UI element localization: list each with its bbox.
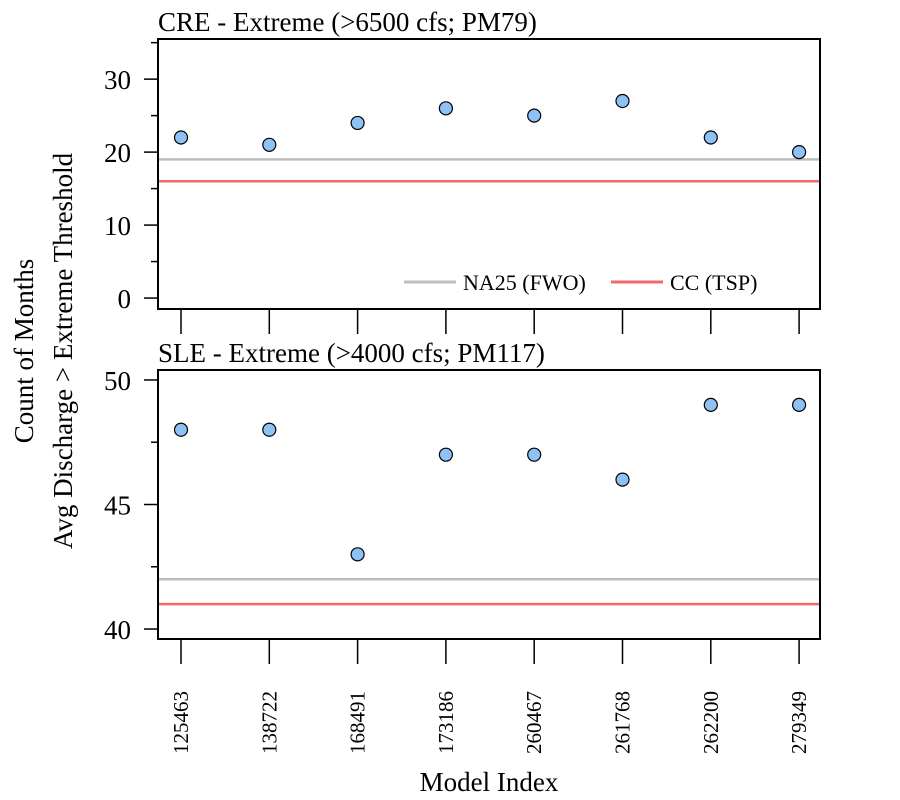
data-point bbox=[262, 137, 277, 152]
panel-sle-points bbox=[173, 397, 807, 562]
x-tick-label: 261768 bbox=[611, 691, 635, 754]
y-tick-label: 20 bbox=[104, 138, 131, 168]
data-point bbox=[173, 422, 189, 437]
x-tick-label: 173186 bbox=[434, 691, 458, 754]
data-point bbox=[350, 547, 365, 562]
panel-cre-points bbox=[173, 93, 807, 160]
x-axis-label: Model Index bbox=[420, 767, 559, 797]
data-point bbox=[527, 108, 542, 123]
y-tick-label: 10 bbox=[104, 211, 131, 241]
panel-cre-frame bbox=[157, 38, 821, 310]
legend: NA25 (FWO) CC (TSP) bbox=[404, 270, 757, 295]
data-point bbox=[615, 472, 630, 487]
panel-cre-x-axis bbox=[180, 309, 800, 334]
data-point bbox=[173, 130, 189, 145]
y-axis-label-line2: Avg Discharge > Extreme Threshold bbox=[48, 152, 78, 549]
legend-cc-label: CC (TSP) bbox=[670, 270, 757, 295]
y-tick-label: 0 bbox=[118, 284, 132, 314]
data-point bbox=[262, 422, 277, 437]
data-point bbox=[703, 397, 718, 412]
y-tick-label: 50 bbox=[104, 366, 131, 396]
data-point bbox=[438, 447, 453, 462]
x-tick-label: 260467 bbox=[522, 691, 546, 754]
panel-cre-reference-lines bbox=[159, 158, 819, 183]
y-tick-label: 45 bbox=[104, 491, 131, 521]
panel-cre: CRE - Extreme (>6500 cfs; PM79) 0102030 … bbox=[104, 7, 821, 334]
data-point bbox=[438, 101, 453, 116]
panel-sle-title: SLE - Extreme (>4000 cfs; PM117) bbox=[158, 338, 545, 368]
panel-sle-reference-lines bbox=[159, 577, 819, 606]
x-tick-label: 168491 bbox=[346, 691, 370, 754]
y-axis-label-line1: Count of Months bbox=[9, 259, 39, 444]
data-point bbox=[703, 130, 718, 145]
data-point bbox=[350, 115, 365, 131]
x-tick-label: 262200 bbox=[699, 691, 723, 754]
panel-cre-title: CRE - Extreme (>6500 cfs; PM79) bbox=[158, 7, 537, 37]
y-tick-label: 30 bbox=[104, 65, 131, 95]
x-tick-label: 279349 bbox=[787, 691, 811, 754]
data-point bbox=[791, 397, 807, 412]
panel-sle-frame bbox=[157, 369, 821, 640]
panel-sle-x-axis: 125463 138722 168491 173186 260467 261768 2622… bbox=[169, 639, 811, 754]
x-tick-label: 138722 bbox=[257, 691, 281, 754]
panel-cre-y-axis: 0 10 20 30 bbox=[104, 41, 158, 314]
panel-sle: SLE - Extreme (>4000 cfs; PM117) 404550 … bbox=[104, 338, 821, 754]
data-point bbox=[615, 93, 630, 109]
legend-na25-label: NA25 (FWO) bbox=[463, 270, 586, 295]
panel-sle-y-axis: 40 45 50 bbox=[104, 366, 158, 645]
data-point bbox=[527, 447, 542, 462]
data-point bbox=[791, 145, 807, 160]
x-tick-label: 125463 bbox=[169, 691, 193, 754]
y-tick-label: 40 bbox=[104, 615, 131, 645]
